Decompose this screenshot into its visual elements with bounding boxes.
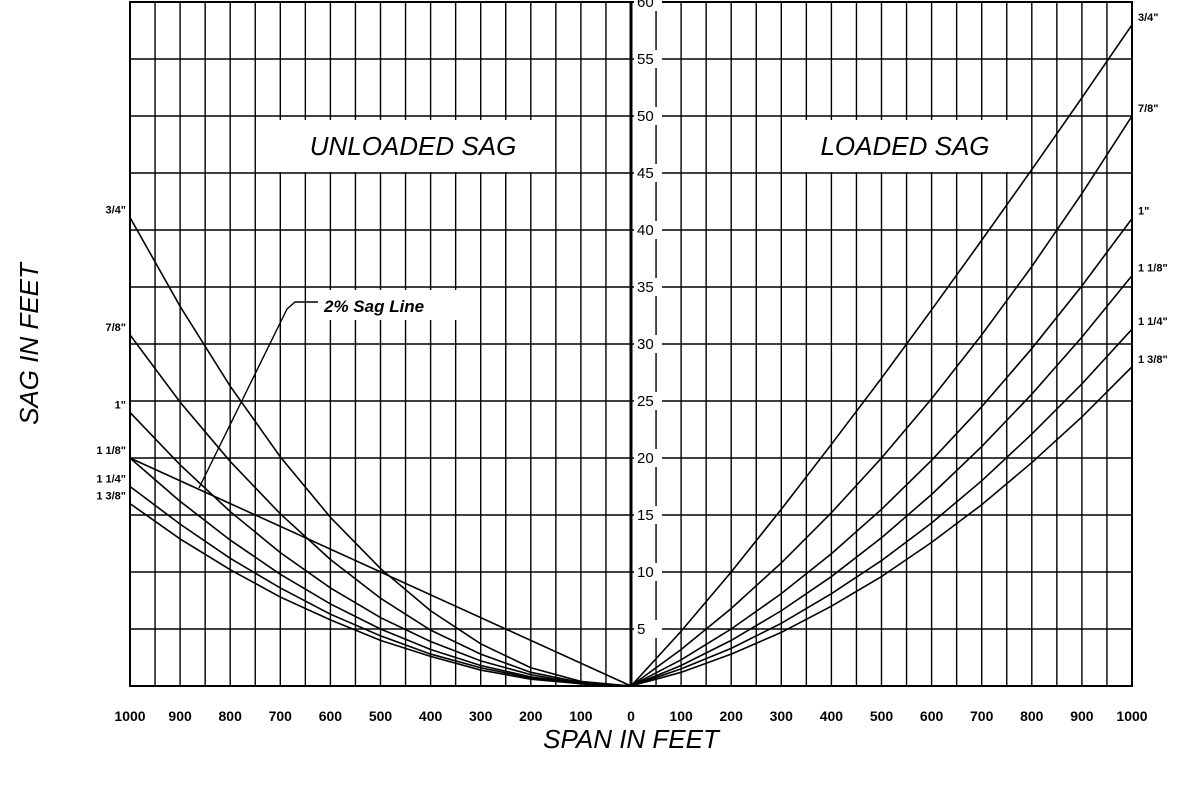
x-tick-label: 600 [920, 708, 944, 724]
x-tick-label: 200 [720, 708, 744, 724]
series-line-left-0 [129, 217, 632, 687]
curve-label-left: 7/8" [105, 322, 126, 334]
y-tick-label: 35 [637, 279, 654, 296]
curve-label-left: 3/4" [105, 204, 126, 216]
x-tick-label: 900 [168, 708, 192, 724]
x-tick-label: 500 [369, 708, 393, 724]
y-tick-label: 30 [637, 336, 654, 353]
curve-label-right: 1" [1138, 206, 1149, 218]
series-line-left-1 [129, 334, 632, 687]
curve-label-right: 1 1/8" [1138, 263, 1168, 275]
x-tick-label: 600 [319, 708, 343, 724]
y-tick-mask [634, 0, 662, 11]
y-axis-title: SAG IN FEET [14, 261, 44, 425]
y-tick-mask [634, 563, 662, 581]
unloaded-title-mask [278, 120, 550, 172]
x-tick-label: 300 [469, 708, 493, 724]
x-tick-label: 800 [1020, 708, 1044, 724]
loaded-sag-title: LOADED SAG [820, 131, 989, 161]
y-tick-label: 20 [637, 450, 654, 467]
y-tick-label: 60 [637, 0, 654, 11]
curve-label-right: 7/8" [1138, 103, 1159, 115]
curve-label-left: 1 1/8" [96, 445, 126, 457]
curve-labels: 3/4" 7/8" 1" 1 1/8" 1 1/4" 1 3/8" 3/4" 7/8" 1" 1 … [96, 12, 1167, 503]
y-tick-mask [634, 50, 662, 68]
series-line-right-5 [630, 366, 1133, 687]
x-ticks: 1000 900 800 700 600 500 400 300 200 100 0 100 200 30… [114, 708, 1147, 724]
curve-label-right: 3/4" [1138, 12, 1159, 24]
x-tick-label: 0 [627, 708, 635, 724]
curve-label-right: 1 3/8" [1138, 354, 1168, 366]
x-tick-label: 1000 [114, 708, 145, 724]
series-line-right-1 [630, 115, 1133, 687]
series-line-left-5 [129, 502, 632, 687]
x-tick-label: 800 [219, 708, 243, 724]
x-tick-label: 400 [820, 708, 844, 724]
y-tick-label: 40 [637, 222, 654, 239]
y-tick-mask [634, 335, 662, 353]
series-line-right-0 [630, 24, 1133, 687]
curve-label-right: 1 1/4" [1138, 316, 1168, 328]
x-tick-label: 100 [669, 708, 693, 724]
series-line-right-4 [630, 328, 1133, 687]
y-tick-mask [634, 164, 662, 182]
x-tick-label: 700 [970, 708, 994, 724]
x-tick-label: 1000 [1116, 708, 1147, 724]
y-tick-label: 45 [637, 165, 654, 182]
x-tick-label: 300 [770, 708, 794, 724]
y-tick-mask [634, 449, 662, 467]
series-line-right-2 [630, 218, 1133, 687]
x-tick-label: 200 [519, 708, 543, 724]
curve-label-left: 1 1/4" [96, 474, 126, 486]
y-tick-mask [634, 392, 662, 410]
y-tick-mask [634, 278, 662, 296]
sag-line-leader [198, 301, 318, 489]
grid [130, 2, 1132, 686]
y-tick-label: 15 [637, 507, 654, 524]
sag-line-annotation: 2% Sag Line [323, 297, 424, 316]
y-tick-label: 25 [637, 393, 654, 410]
y-ticks: 5 10 15 20 25 30 35 40 45 50 55 60 [634, 0, 662, 638]
x-tick-label: 500 [870, 708, 894, 724]
y-tick-label: 50 [637, 108, 654, 125]
x-tick-label: 700 [269, 708, 293, 724]
y-tick-mask [634, 221, 662, 239]
x-tick-label: 100 [569, 708, 593, 724]
x-tick-label: 400 [419, 708, 443, 724]
y-tick-label: 5 [637, 621, 645, 638]
curves [129, 24, 1133, 687]
sag-line-annotation-mask [318, 290, 464, 320]
x-axis-title: SPAN IN FEET [543, 724, 721, 754]
y-tick-mask [634, 620, 662, 638]
series-line-right-3 [630, 275, 1133, 687]
y-tick-mask [634, 107, 662, 125]
curve-label-left: 1 3/8" [96, 491, 126, 503]
y-tick-label: 10 [637, 564, 654, 581]
x-tick-label: 900 [1070, 708, 1094, 724]
unloaded-sag-title: UNLOADED SAG [310, 131, 517, 161]
curve-label-left: 1" [115, 399, 126, 411]
loaded-title-mask [790, 120, 1020, 172]
y-tick-label: 55 [637, 51, 654, 68]
y-tick-mask [634, 506, 662, 524]
series-line-left-6 [129, 457, 632, 687]
